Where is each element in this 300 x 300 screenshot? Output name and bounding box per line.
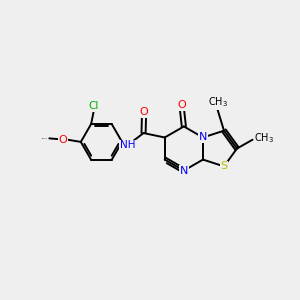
Text: O: O bbox=[59, 134, 68, 145]
Text: S: S bbox=[220, 161, 228, 171]
Text: N: N bbox=[199, 133, 207, 142]
Text: NH: NH bbox=[120, 140, 135, 150]
Text: O: O bbox=[177, 100, 186, 110]
Text: Cl: Cl bbox=[88, 101, 99, 111]
Text: methoxy: methoxy bbox=[42, 138, 48, 139]
Text: CH$_3$: CH$_3$ bbox=[208, 96, 227, 110]
Text: CH$_3$: CH$_3$ bbox=[254, 131, 274, 145]
Text: O: O bbox=[140, 107, 148, 117]
Text: N: N bbox=[180, 166, 188, 176]
